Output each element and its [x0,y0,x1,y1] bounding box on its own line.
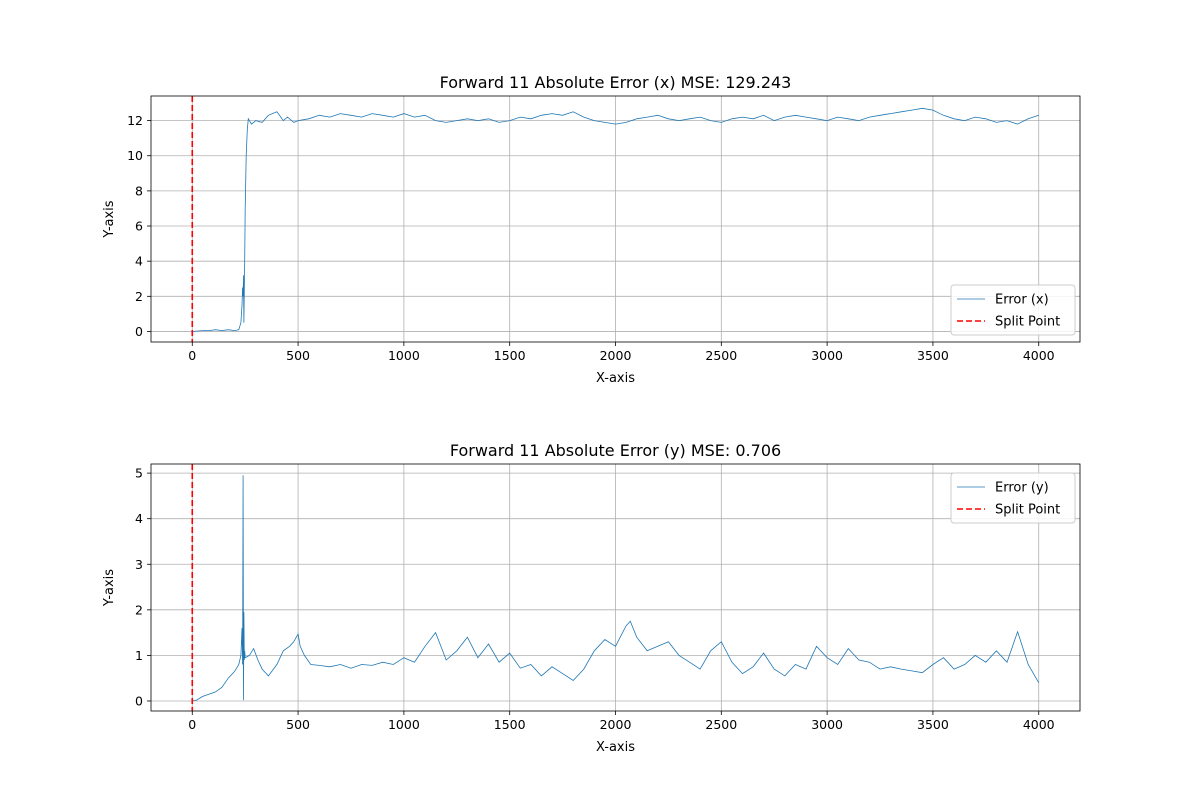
y-tick-label: 5 [135,466,143,481]
x-tick-label: 2500 [705,717,737,732]
y-tick-label: 2 [135,289,143,304]
y-tick-label: 0 [135,324,143,339]
x-tick-label: 1500 [494,348,526,363]
x-axis-label: X-axis [596,740,635,755]
x-tick-label: 2000 [600,717,632,732]
x-tick-label: 1000 [388,348,420,363]
x-tick-label: 4000 [1023,348,1055,363]
series-line-1 [192,107,1039,332]
series-line-1 [192,475,1040,702]
x-tick-label: 0 [188,717,196,732]
x-tick-label: 0 [188,348,196,363]
x-tick-label: 4000 [1023,717,1055,732]
legend-label: Split Point [995,315,1060,330]
chart-title: Forward 11 Absolute Error (y) MSE: 0.706 [450,441,781,460]
x-axis-label: X-axis [596,371,635,386]
legend-box [950,284,1076,336]
y-tick-label: 4 [135,254,143,269]
y-tick-label: 2 [135,602,143,617]
x-tick-label: 1500 [494,717,526,732]
y-tick-label: 6 [135,219,143,234]
y-tick-label: 8 [135,183,143,198]
x-tick-label: 1000 [388,717,420,732]
x-tick-label: 3000 [811,348,843,363]
legend: Error (y) Split Point [950,472,1076,524]
chart-title: Forward 11 Absolute Error (x) MSE: 129.2… [440,73,792,92]
legend-label: Error (x) [995,293,1049,308]
x-tick-label: 3000 [811,717,843,732]
x-tick-label: 500 [286,348,310,363]
y-axis-label: Y-axis [102,569,117,607]
x-tick-label: 500 [286,717,310,732]
chart-panel-1: 0 500 1000 1500 2000 2500 3000 3500 4000 0 2 4 6 8 10 1… [102,73,1081,386]
y-tick-label: 12 [127,113,143,128]
x-tick-label: 2000 [600,348,632,363]
y-tick-label: 4 [135,511,143,526]
y-tick-label: 10 [127,148,143,163]
legend-label: Split Point [995,503,1060,518]
y-tick-label: 3 [135,557,143,572]
x-tick-label: 2500 [705,348,737,363]
y-axis-label: Y-axis [102,200,117,238]
x-tick-label: 3500 [917,717,949,732]
x-tick-label: 3500 [917,348,949,363]
legend-label: Error (y) [995,481,1049,496]
legend-box [950,472,1076,524]
y-tick-label: 1 [135,648,143,663]
legend: Error (x) Split Point [950,284,1076,336]
chart-panel-2: 0 500 1000 1500 2000 2500 3000 3500 4000 0 1 2 3 4 5 Fo… [102,441,1081,755]
y-tick-label: 0 [135,693,143,708]
